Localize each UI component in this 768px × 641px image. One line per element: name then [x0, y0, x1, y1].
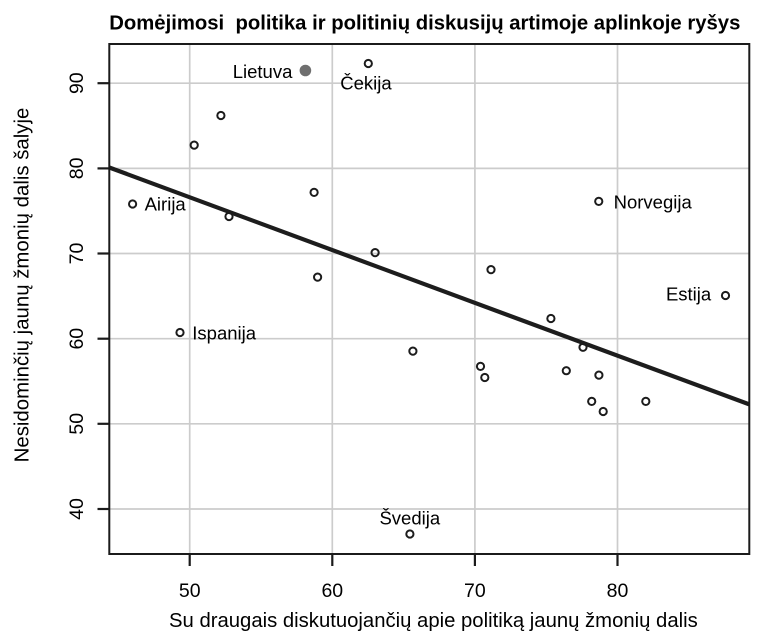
svg-text:50: 50: [66, 413, 88, 435]
svg-text:Lietuva: Lietuva: [233, 61, 293, 82]
svg-text:Airija: Airija: [145, 193, 187, 214]
svg-text:70: 70: [66, 243, 88, 265]
svg-text:Ispanija: Ispanija: [192, 323, 256, 344]
svg-text:80: 80: [607, 580, 629, 602]
svg-text:40: 40: [66, 498, 88, 520]
svg-text:70: 70: [464, 580, 486, 602]
svg-text:Estija: Estija: [666, 283, 712, 304]
svg-text:Švedija: Švedija: [379, 507, 440, 528]
svg-text:50: 50: [179, 580, 201, 602]
svg-text:Nesidominčių jaunų žmonių dali: Nesidominčių jaunų žmonių dalis šalyje: [12, 108, 34, 463]
svg-text:60: 60: [321, 580, 343, 602]
svg-text:90: 90: [66, 72, 88, 94]
svg-text:60: 60: [66, 328, 88, 350]
svg-text:80: 80: [66, 157, 88, 179]
svg-text:Su draugais diskutuojančių api: Su draugais diskutuojančių apie politiką…: [169, 610, 698, 632]
svg-text:Norvegija: Norvegija: [614, 191, 693, 212]
svg-text:Domėjimosi politika ir politi: Domėjimosi politika ir politinių diskusi…: [109, 13, 740, 35]
svg-text:Čekija: Čekija: [340, 73, 392, 94]
